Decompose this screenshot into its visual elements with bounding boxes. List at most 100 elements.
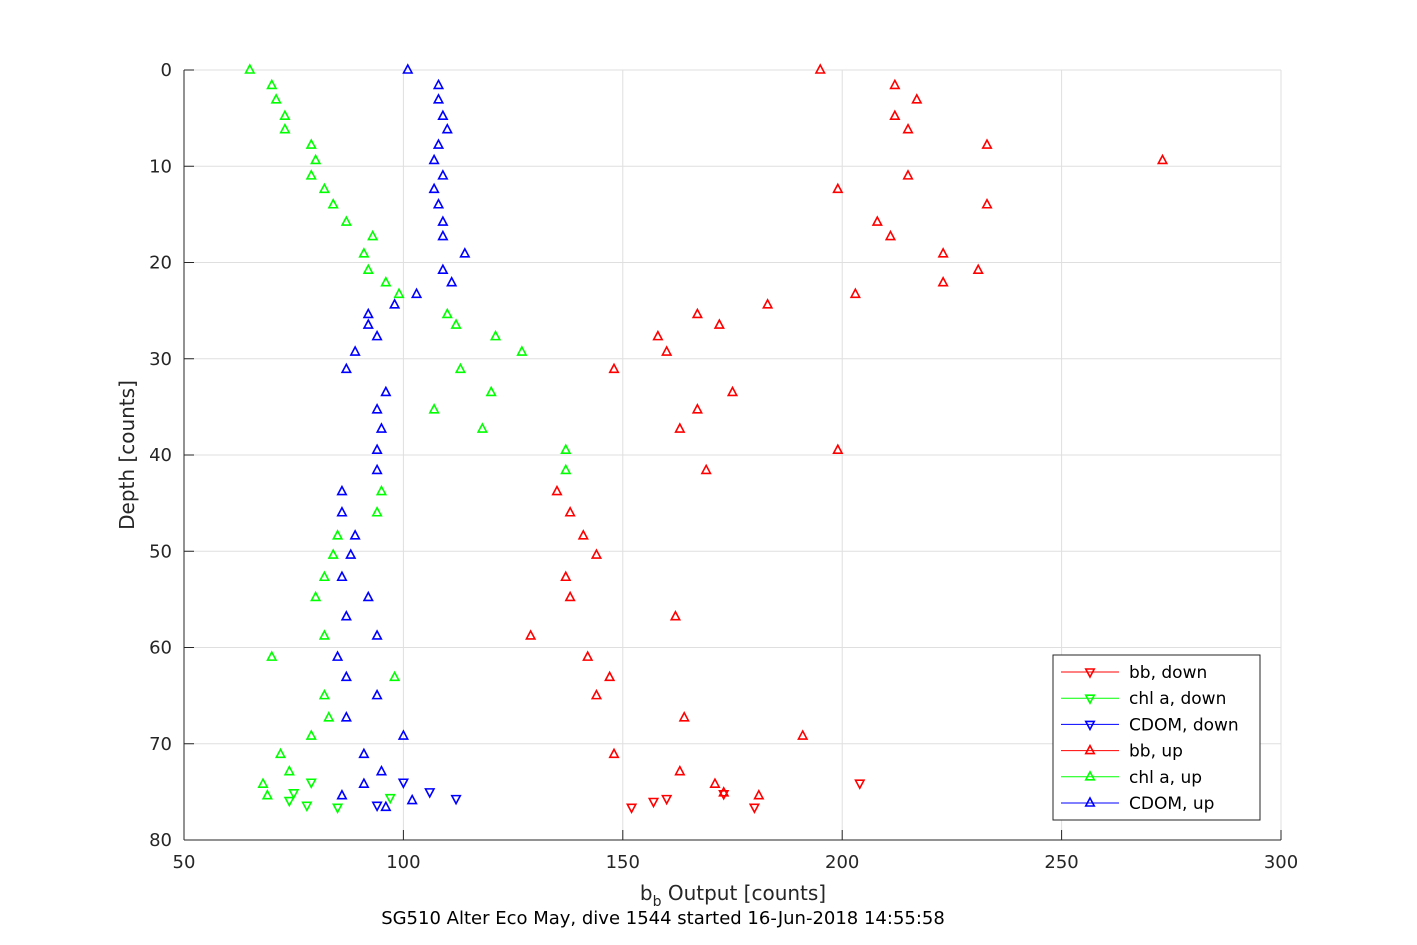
legend-marker	[1084, 770, 1096, 781]
legend-marker	[1084, 694, 1096, 705]
legend-entry: CDOM, up	[1129, 794, 1214, 814]
legend-entry: bb, down	[1129, 663, 1207, 683]
data-point	[450, 794, 462, 806]
data-point	[410, 287, 423, 299]
data-point	[937, 276, 949, 287]
data-point	[397, 729, 409, 740]
y-tick-label: 20	[149, 253, 172, 274]
data-point	[446, 276, 458, 287]
data-point	[371, 629, 383, 640]
y-tick-label: 10	[149, 156, 172, 177]
data-point	[305, 138, 317, 149]
data-point	[678, 711, 690, 722]
x-axis-label-main: b	[640, 881, 653, 905]
data-point	[375, 422, 388, 433]
legend-marker	[1084, 668, 1096, 679]
data-point	[283, 764, 295, 776]
data-point	[669, 609, 682, 621]
data-point	[608, 362, 620, 374]
data-point	[718, 790, 730, 801]
data-point	[849, 287, 861, 299]
data-point	[371, 403, 383, 414]
data-point	[283, 796, 295, 808]
x-tick-label: 50	[173, 852, 196, 873]
data-point	[244, 63, 256, 74]
x-tick-label: 300	[1264, 852, 1298, 873]
data-point	[832, 182, 844, 194]
data-point	[384, 793, 396, 805]
data-point	[564, 506, 576, 517]
data-point	[432, 78, 445, 90]
data-point	[371, 463, 383, 475]
data-point	[762, 298, 774, 309]
data-point	[577, 529, 589, 540]
data-point	[393, 287, 405, 299]
data-point	[367, 229, 379, 241]
data-point	[564, 590, 576, 602]
data-point	[371, 688, 383, 700]
data-point	[748, 803, 761, 814]
data-point	[318, 570, 330, 582]
data-point	[428, 403, 440, 414]
data-point	[336, 570, 348, 582]
data-point	[700, 463, 712, 475]
data-point	[753, 789, 765, 800]
data-point	[266, 78, 278, 90]
data-point	[454, 362, 467, 374]
data-point	[331, 529, 344, 540]
data-point	[375, 484, 388, 496]
data-point	[647, 797, 660, 809]
x-tick-label: 100	[386, 852, 420, 873]
data-point	[661, 794, 673, 806]
data-point	[450, 318, 462, 329]
data-point	[560, 443, 572, 454]
data-point	[331, 803, 344, 814]
data-point	[437, 109, 449, 120]
data-point	[279, 122, 291, 134]
x-axis-label-subscript: b	[653, 894, 662, 910]
data-point	[691, 307, 703, 319]
y-tick-label: 40	[149, 445, 172, 466]
data-point	[525, 629, 537, 640]
y-tick-label: 0	[161, 60, 172, 81]
data-point	[437, 263, 449, 274]
data-point	[371, 329, 383, 341]
data-point	[371, 506, 383, 517]
data-point	[652, 329, 664, 341]
data-point	[279, 109, 291, 120]
data-point	[476, 422, 488, 433]
data-point	[797, 729, 809, 740]
x-tick-label: 200	[825, 852, 859, 873]
data-point	[485, 385, 497, 397]
axes: 50 100 150 200 250 300 0 10 20 30 40 50 60 70 80	[149, 60, 1298, 873]
data-point	[432, 138, 445, 149]
data-point	[981, 198, 993, 209]
data-point	[424, 788, 436, 799]
data-point	[871, 215, 883, 226]
legend-marker	[1084, 796, 1096, 807]
y-tick-label: 50	[149, 541, 172, 562]
data-point	[432, 93, 445, 104]
data-point	[310, 590, 322, 602]
data-point	[340, 362, 352, 374]
data-point	[371, 443, 383, 454]
data-point	[709, 777, 721, 788]
data-point	[713, 318, 725, 329]
data-point	[437, 169, 449, 180]
y-tick-label: 80	[149, 830, 172, 851]
data-point	[301, 801, 313, 813]
data-point	[608, 747, 620, 759]
data-point	[590, 548, 603, 559]
legend: bb, down chl a, down CDOM, down bb, up chl a…	[1052, 654, 1261, 821]
data-point	[428, 182, 440, 194]
data-point	[389, 670, 401, 682]
data-point	[902, 169, 914, 180]
data-point	[318, 182, 330, 194]
data-point	[362, 263, 374, 274]
legend-marker	[1084, 743, 1096, 755]
data-point	[323, 711, 335, 722]
data-point	[889, 109, 901, 120]
data-point	[902, 122, 914, 134]
data-point	[380, 276, 392, 287]
